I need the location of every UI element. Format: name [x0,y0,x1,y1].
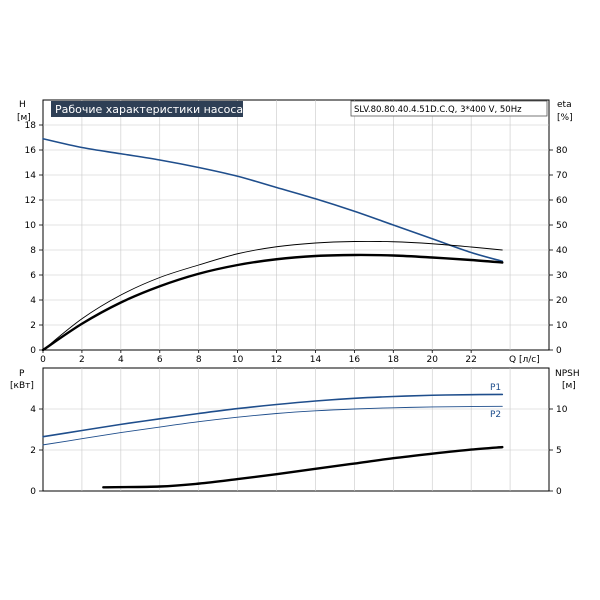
chart-title: Рабочие характеристики насоса [55,103,243,116]
series-label-p2: P2 [490,410,501,420]
q-axis-label: Q [л/с] [509,355,540,365]
y-right-tick-label: 70 [556,171,568,181]
y-right-tick-label: 5 [556,446,562,456]
h-axis-label: H [19,100,26,110]
x-tick-label: 12 [271,355,282,365]
bottom-ticks: 0 2 4 0 5 10 [30,405,567,497]
eta-axis-label: eta [557,100,572,110]
bottom-plot-frame [42,367,550,492]
npsh-axis-label: NPSH [555,369,580,379]
series-line-bottom-2 [102,445,504,489]
x-tick-label: 8 [196,355,202,365]
y-right-tick-label: 40 [556,246,568,256]
top-grid [43,100,549,350]
x-tick-label: 0 [40,355,46,365]
y-right-tick-label: 20 [556,296,568,306]
series-line-top-2 [42,240,503,351]
y-left-tick-label: 12 [25,196,36,206]
h-axis-unit: [м] [17,113,31,123]
series-line-top-1 [41,253,504,352]
y-right-tick-label: 10 [556,321,568,331]
p-axis-unit: [кВт] [10,381,34,391]
bottom-series [42,393,504,489]
x-tick-label: 20 [427,355,439,365]
y-right-tick-label: 0 [556,346,562,356]
y-left-tick-label: 2 [30,321,36,331]
x-tick-label: 6 [157,355,163,365]
y-left-tick-label: 16 [25,146,37,156]
x-tick-label: 18 [388,355,400,365]
model-label: SLV.80.80.40.4.51D.C.Q, 3*400 V, 50Hz [354,105,522,115]
p-axis-label: P [19,369,25,379]
series-label-p1: P1 [490,383,501,393]
x-tick-label: 2 [79,355,85,365]
x-tick-label: 10 [232,355,244,365]
y-left-tick-label: 8 [30,246,36,256]
y-right-tick-label: 0 [556,487,562,497]
y-left-tick-label: 10 [25,221,37,231]
y-left-tick-label: 4 [30,405,36,415]
x-tick-label: 16 [349,355,361,365]
x-tick-label: 22 [465,355,476,365]
top-series [41,137,504,352]
y-left-tick-label: 4 [30,296,36,306]
y-right-tick-label: 80 [556,146,568,156]
y-left-tick-label: 2 [30,446,36,456]
y-left-tick-label: 0 [30,346,36,356]
y-left-tick-label: 18 [25,121,37,131]
y-right-tick-label: 10 [556,405,568,415]
y-left-tick-label: 0 [30,487,36,497]
x-tick-label: 14 [310,355,322,365]
series-line-bottom-1 [42,405,503,446]
y-right-tick-label: 60 [556,196,568,206]
series-line-top-0 [42,137,504,263]
y-right-tick-label: 30 [556,271,568,281]
y-left-tick-label: 6 [30,271,36,281]
top-ticks: 0 2 4 6 8 10 12 14 16 18 0 10 20 30 40 50 60 70 80 0 2 4 6 8 10 1… [25,121,568,365]
eta-axis-unit: [%] [557,113,573,123]
series-line-bottom-0 [42,393,504,438]
x-tick-label: 4 [118,355,124,365]
title-box-bg [51,101,243,117]
model-box-bg [350,100,548,117]
npsh-axis-unit: [м] [562,381,576,391]
y-right-tick-label: 50 [556,221,568,231]
y-left-tick-label: 14 [25,171,37,181]
